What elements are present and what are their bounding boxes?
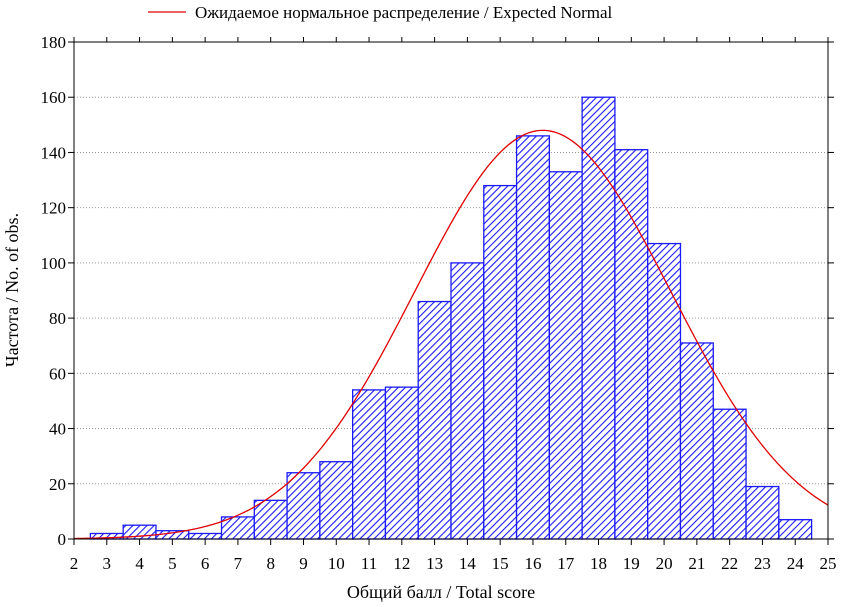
x-tick-label: 10	[328, 554, 345, 573]
x-tick-label: 23	[754, 554, 771, 573]
plot-frame	[73, 41, 829, 540]
y-tick-label: 120	[41, 199, 67, 218]
x-tick-label: 18	[590, 554, 607, 573]
y-tick-label: 0	[58, 530, 67, 549]
x-tick-label: 13	[426, 554, 443, 573]
histogram-bar	[384, 386, 419, 540]
histogram-bar	[581, 96, 616, 540]
x-tick-label: 3	[103, 554, 112, 573]
legend: Ожидаемое нормальное распределение / Exp…	[148, 3, 613, 22]
x-axis: 2 3 4 5 6 7 8 9 10 11 12 13 14 15 16 17 18 19 20 21 22 23 24 25	[70, 37, 837, 573]
histogram-bar	[450, 262, 485, 540]
x-tick-label: 8	[266, 554, 275, 573]
x-tick-label: 2	[70, 554, 79, 573]
x-tick-label: 19	[623, 554, 640, 573]
y-tick-label: 100	[41, 254, 67, 273]
y-tick-label: 160	[41, 88, 67, 107]
y-axis-title: Частота / No. of obs.	[2, 213, 22, 367]
histogram-bar	[417, 300, 452, 540]
x-tick-label: 11	[361, 554, 377, 573]
histogram-bar	[253, 499, 288, 540]
histogram-bar	[319, 461, 354, 540]
histogram-bars	[89, 96, 813, 540]
y-tick-label: 80	[49, 309, 66, 328]
x-tick-label: 12	[393, 554, 410, 573]
legend-label-expected-normal: Ожидаемое нормальное распределение / Exp…	[195, 3, 613, 22]
x-tick-label: 5	[168, 554, 177, 573]
histogram-bar	[188, 532, 223, 540]
histogram-bar	[548, 171, 583, 540]
histogram-bar	[679, 342, 714, 540]
histogram-bar	[778, 519, 813, 540]
histogram-bar	[647, 242, 682, 540]
y-axis: 0 20 40 60 80 100 120 140 160 180	[41, 33, 834, 549]
x-tick-label: 20	[656, 554, 673, 573]
x-tick-label: 15	[492, 554, 509, 573]
histogram-bar	[483, 184, 518, 540]
x-tick-label: 25	[820, 554, 837, 573]
x-tick-label: 9	[299, 554, 308, 573]
x-tick-label: 17	[557, 554, 575, 573]
histogram-bar	[352, 389, 387, 540]
x-tick-label: 6	[201, 554, 210, 573]
histogram-bar	[712, 408, 747, 540]
y-tick-label: 180	[41, 33, 67, 52]
x-tick-label: 7	[234, 554, 243, 573]
x-tick-label: 16	[524, 554, 541, 573]
x-tick-label: 4	[135, 554, 144, 573]
x-tick-label: 21	[688, 554, 705, 573]
histogram-bar	[286, 472, 321, 540]
histogram-bar	[515, 135, 550, 540]
y-tick-label: 60	[49, 364, 66, 383]
y-tick-label: 20	[49, 475, 66, 494]
x-axis-title: Общий балл / Total score	[347, 582, 535, 602]
histogram-bar	[614, 149, 649, 540]
x-tick-label: 14	[459, 554, 477, 573]
x-tick-label: 22	[721, 554, 738, 573]
x-tick-label: 24	[787, 554, 805, 573]
histogram-bar	[745, 485, 780, 540]
y-tick-label: 140	[41, 143, 67, 162]
expected-normal-curve	[73, 129, 829, 540]
y-tick-label: 40	[49, 420, 66, 439]
